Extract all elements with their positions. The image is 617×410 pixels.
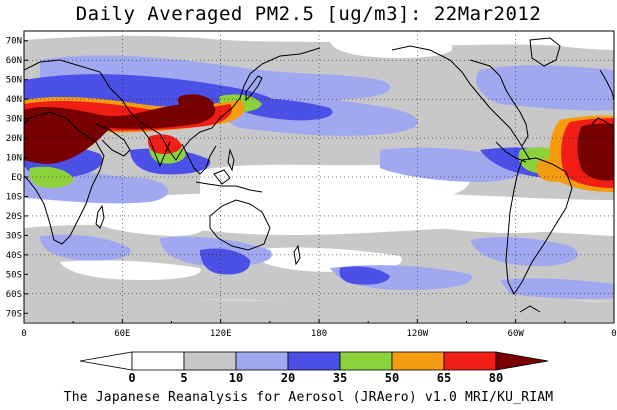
lon-label: 0: [21, 329, 26, 339]
coastline-antarctic: [519, 305, 541, 313]
colorbar-box: [131, 351, 185, 371]
coastline-central-america: [495, 141, 527, 163]
colorbar-level-label: 35: [333, 371, 347, 385]
darkred-china: [178, 94, 214, 112]
pm25-band-dark-red: [24, 94, 614, 181]
clean-tropics-pacific: [200, 163, 470, 209]
colorbar-level-label: 50: [385, 371, 399, 385]
lightblue-atlantic-north: [476, 65, 614, 111]
coastline-eurasia: [24, 47, 321, 161]
coastline-north-america: [391, 45, 531, 161]
clean-arctic-north: [330, 37, 453, 58]
coastline-south-america: [505, 157, 573, 295]
colorbar-triangle-low: [79, 351, 133, 371]
colorbar-level-label: 80: [489, 371, 503, 385]
clean-south-atlantic: [430, 202, 575, 234]
colorbar: [79, 351, 549, 371]
coastline-se-asia: [181, 143, 217, 175]
coastline-japan: [245, 75, 263, 102]
lat-label: 30N: [6, 115, 22, 125]
coastlines: [24, 37, 614, 313]
colorbar-box: [391, 351, 445, 371]
lat-label: 10S: [6, 192, 22, 202]
pm25-band-clean: [60, 37, 575, 280]
map-title: Daily Averaged PM2.5 [ug/m3]: 22Mar2012: [75, 3, 542, 25]
clean-southern-ocean: [60, 260, 201, 280]
lat-label: 60S: [6, 290, 22, 300]
lightblue-south-indian: [40, 234, 131, 261]
lat-label: 40N: [6, 95, 22, 105]
colorbar-triangle-high: [495, 351, 549, 371]
lon-label: 180: [311, 329, 327, 339]
lat-label: 20N: [6, 134, 22, 144]
lat-label: 50S: [6, 270, 22, 280]
colorbar-box: [235, 351, 289, 371]
colorbar-box: [287, 351, 341, 371]
red-india: [147, 134, 182, 154]
lat-label: 50N: [6, 76, 22, 86]
coastline-philippines: [227, 148, 235, 172]
coastline-arabia: [95, 123, 131, 157]
colorbar-box: [339, 351, 393, 371]
colorbar-level-label: 65: [437, 371, 451, 385]
colorbar-level-label: 10: [229, 371, 243, 385]
longitude-labels: 0 60E 120E 180 120W 60W 0: [21, 329, 616, 339]
green-west-africa: [29, 166, 74, 188]
coastline-europe-right: [599, 69, 614, 101]
darkred-sahara-arabia: [24, 103, 216, 164]
colorbar-level-label: 5: [180, 371, 187, 385]
lon-label: 0: [611, 329, 616, 339]
lat-label: EQ: [11, 173, 22, 183]
colorbar-level-label: 20: [281, 371, 295, 385]
clean-indian-ocean: [90, 208, 204, 236]
lon-label: 120E: [210, 329, 232, 339]
colorbar-labels: 0 5 10 20 35 50 65 80: [128, 371, 503, 385]
coastline-africa: [24, 111, 105, 245]
coastline-madagascar: [95, 204, 105, 229]
lat-label: 10N: [6, 154, 22, 164]
lightblue-south-atlantic: [470, 237, 579, 266]
colorbar-level-label: 0: [128, 371, 135, 385]
lat-label: 60N: [6, 56, 22, 66]
blue-southern-pacific: [339, 266, 390, 285]
footer-credit: The Japanese Reanalysis for Aerosol (JRA…: [63, 390, 554, 405]
lat-label: 20S: [6, 212, 22, 222]
lat-label: 30S: [6, 231, 22, 241]
colorbar-box: [183, 351, 237, 371]
coastline-australia: [209, 199, 271, 251]
latitude-labels: 70N 60N 50N 40N 30N 20N 10N EQ 10S 20S 30S 40S 50S 60…: [6, 37, 22, 320]
coastline-new-zealand: [293, 244, 301, 266]
gray-band-deep-south: [24, 296, 614, 322]
coastline-indonesia: [195, 181, 263, 193]
lon-label: 60W: [508, 329, 525, 339]
coastline-india: [139, 125, 171, 168]
gridlines: [24, 31, 614, 323]
lat-label: 70N: [6, 37, 22, 47]
pm25-field: [24, 35, 614, 322]
lat-label: 70S: [6, 309, 22, 319]
lon-label: 60E: [114, 329, 130, 339]
lon-label: 120W: [406, 329, 428, 339]
darkred-atlantic: [577, 123, 614, 181]
axis-ticks: [23, 40, 615, 323]
coastline-north-america-east: [469, 59, 529, 147]
colorbar-box: [443, 351, 497, 371]
lat-label: 40S: [6, 251, 22, 261]
coastline-africa-right: [591, 117, 614, 129]
